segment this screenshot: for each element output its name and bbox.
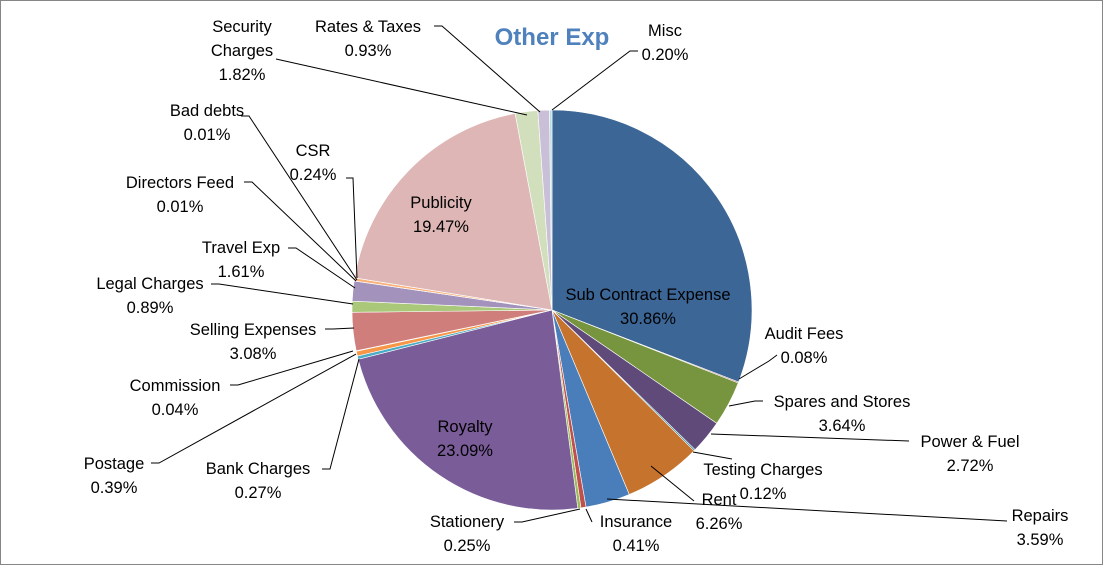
data-label-selling-expenses: Selling Expenses 3.08% (190, 321, 317, 363)
leader-line-legal-charges (211, 283, 354, 305)
pie-slices (351, 109, 753, 511)
data-label-misc: Misc 0.20% (642, 22, 689, 64)
pie-slice-misc (549, 109, 553, 311)
leader-line-misc (551, 50, 638, 111)
chart-title: Other Exp (495, 24, 610, 51)
leader-line-power-and-fuel (710, 433, 910, 442)
pie-slice-publicity (354, 113, 553, 311)
data-label-spares-and-stores: Spares and Stores 3.64% (774, 393, 911, 435)
leader-line-audit-fees (738, 354, 778, 380)
leader-line-insurance (585, 508, 593, 523)
data-label-commission: Commission 0.04% (130, 377, 221, 419)
pie-slice-royalty (357, 309, 579, 511)
leader-line-testing-charges (692, 451, 733, 460)
leader-line-csr (346, 177, 358, 279)
data-label-postage: Postage 0.39% (84, 455, 145, 497)
leader-line-rent (650, 465, 695, 502)
leader-line-repairs (606, 498, 1008, 522)
data-label-audit-fees: Audit Fees 0.08% (765, 325, 844, 367)
data-label-repairs: Repairs 3.59% (1012, 507, 1069, 549)
data-label-power-and-fuel: Power & Fuel 2.72% (920, 433, 1019, 475)
leader-line-commission (230, 350, 354, 386)
leader-line-bank-charges (322, 358, 360, 470)
data-labels: Sub Contract Expense 30.86% Audit Fees 0.08… (84, 18, 1069, 555)
data-label-testing-charges: Testing Charges 0.12% (703, 461, 822, 503)
data-label-royalty: Royalty 23.09% (437, 418, 493, 460)
leader-line-bad-debts (241, 115, 358, 281)
leader-line-stationery (514, 508, 581, 523)
data-label-insurance: Insurance 0.41% (600, 513, 672, 555)
data-label-security-charges: Security Charges 1.82% (211, 18, 273, 84)
data-label-stationery: Stationery 0.25% (430, 513, 505, 555)
leader-line-security-charges (275, 58, 528, 116)
leader-line-travel-exp (288, 247, 356, 289)
data-label-travel-exp: Travel Exp 1.61% (202, 239, 280, 281)
leader-lines (151, 25, 1008, 523)
data-label-rates-and-taxes: Rates & Taxes 0.93% (315, 18, 421, 60)
leader-line-directors-feed (244, 181, 357, 282)
data-label-legal-charges: Legal Charges 0.89% (96, 275, 203, 317)
data-label-rent: Rent 6.26% (696, 491, 743, 533)
leader-line-postage (151, 353, 357, 464)
data-label-csr: CSR 0.24% (290, 142, 337, 184)
data-label-bank-charges: Bank Charges 0.27% (206, 460, 311, 502)
data-label-bad-debts: Bad debts 0.01% (170, 102, 244, 144)
data-label-sub-contract-expense: Sub Contract Expense 30.86% (565, 286, 730, 328)
leader-line-rates-and-taxes (434, 25, 541, 113)
data-label-publicity: Publicity 19.47% (410, 194, 472, 236)
leader-line-selling-expenses (325, 327, 355, 330)
data-label-directors-feed: Directors Feed 0.01% (126, 174, 234, 216)
pie-slice-sub-contract-expense (551, 109, 753, 383)
leader-line-spares-and-stores (728, 400, 763, 407)
